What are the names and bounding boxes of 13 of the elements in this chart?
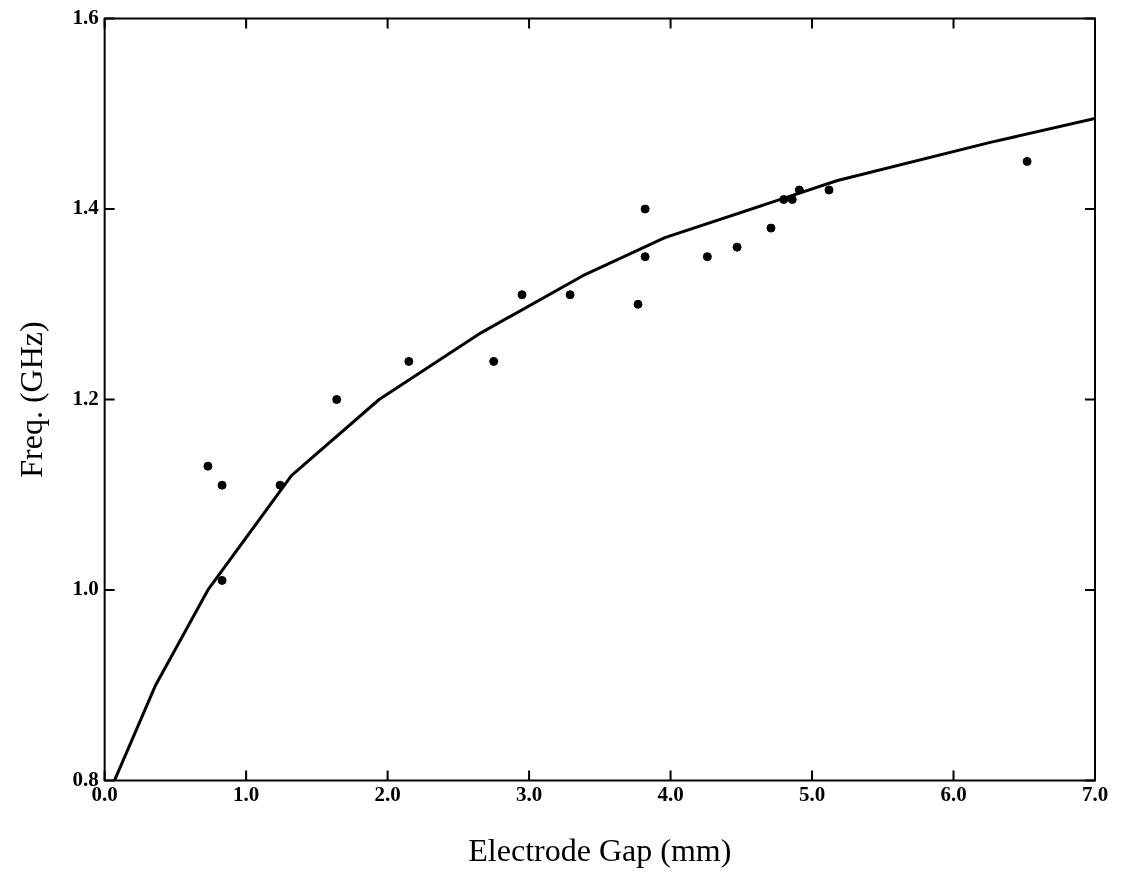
x-tick-label: 5.0: [798, 782, 826, 807]
x-tick-label: 1.0: [233, 782, 260, 807]
y-axis-title: Freq. (GHz): [12, 321, 49, 478]
x-tick-label: 6.0: [940, 782, 967, 807]
y-tick-label: 1.4: [72, 195, 100, 220]
y-tick-label: 1.0: [72, 576, 99, 601]
y-tick-label: 1.2: [72, 385, 99, 410]
x-tick-label: 2.0: [374, 782, 401, 807]
x-tick-label: 3.0: [515, 782, 543, 807]
x-tick-label: 7.0: [1081, 782, 1109, 807]
x-tick-label: 4.0: [657, 782, 684, 807]
y-tick-label: 1.6: [72, 5, 99, 30]
x-axis-title: Electrode Gap (mm): [468, 832, 732, 869]
